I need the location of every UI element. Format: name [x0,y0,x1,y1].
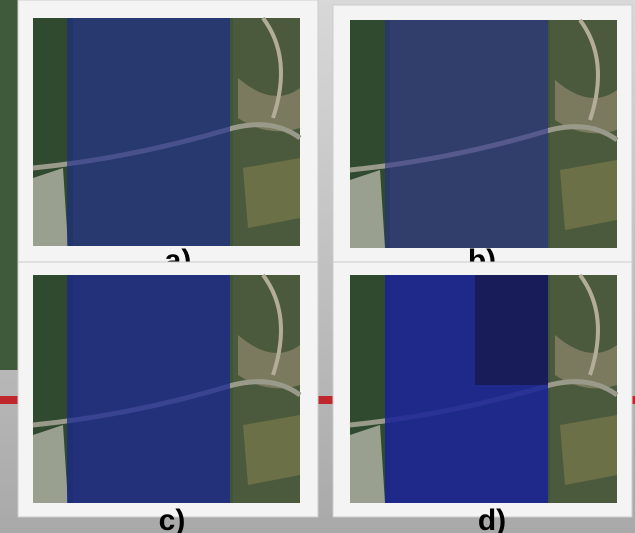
panel-c: c) [18,262,318,533]
panel-label: c) [159,504,186,533]
panel-d: d) [333,262,632,533]
page: a) b) c) d) (() => { const data = JSON.p… [0,0,635,533]
panel-label: d) [478,504,506,533]
dark-patch [475,275,548,385]
overlay [67,18,230,246]
panel-b: b) [333,5,632,277]
overlay [385,20,548,248]
panel-a: a) [18,0,318,277]
overlay [67,275,230,503]
screenshot: a) b) c) d) [0,0,635,533]
